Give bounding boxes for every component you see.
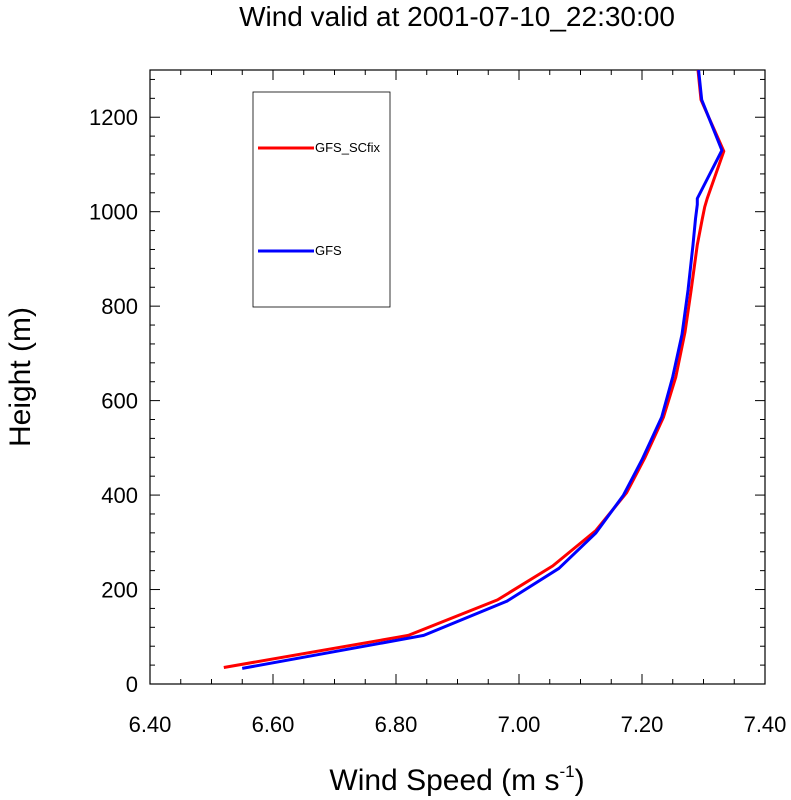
y-tick-label: 200: [101, 578, 138, 603]
y-tick-label: 800: [101, 294, 138, 319]
y-tick-label: 1200: [89, 105, 138, 130]
x-axis-label-end: ): [575, 764, 585, 797]
legend-label: GFS: [315, 243, 342, 258]
x-tick-label: 6.80: [375, 712, 418, 737]
y-tick-label: 400: [101, 483, 138, 508]
y-tick-label: 0: [126, 672, 138, 697]
x-tick-label: 6.60: [252, 712, 295, 737]
x-tick-label: 6.40: [129, 712, 172, 737]
legend: GFS_SCfix GFS: [252, 91, 391, 308]
legend-label: GFS_SCfix: [315, 140, 381, 155]
series-line-gfs: [241, 69, 724, 670]
legend-box: [252, 91, 391, 308]
x-axis-label-text: Wind Speed (m s: [329, 764, 559, 797]
y-tick-label: 1000: [89, 200, 138, 225]
chart-title: Wind valid at 2001-07-10_22:30:00: [239, 1, 675, 32]
x-tick-label: 7.40: [744, 712, 787, 737]
axes: 6.40 6.60 6.80 7.00 7.20 7.40 0 200 400 600 800 100…: [89, 69, 787, 737]
y-axis-label: Height (m): [4, 307, 37, 447]
x-axis-label-superscript: -1: [559, 762, 574, 781]
x-tick-label: 7.00: [498, 712, 541, 737]
x-axis-label: Wind Speed (m s-1): [329, 762, 584, 797]
y-tick-label: 600: [101, 389, 138, 414]
series-line-gfs-scfix: [223, 69, 726, 669]
x-tick-label: 7.20: [621, 712, 664, 737]
series-layer: [223, 69, 726, 670]
